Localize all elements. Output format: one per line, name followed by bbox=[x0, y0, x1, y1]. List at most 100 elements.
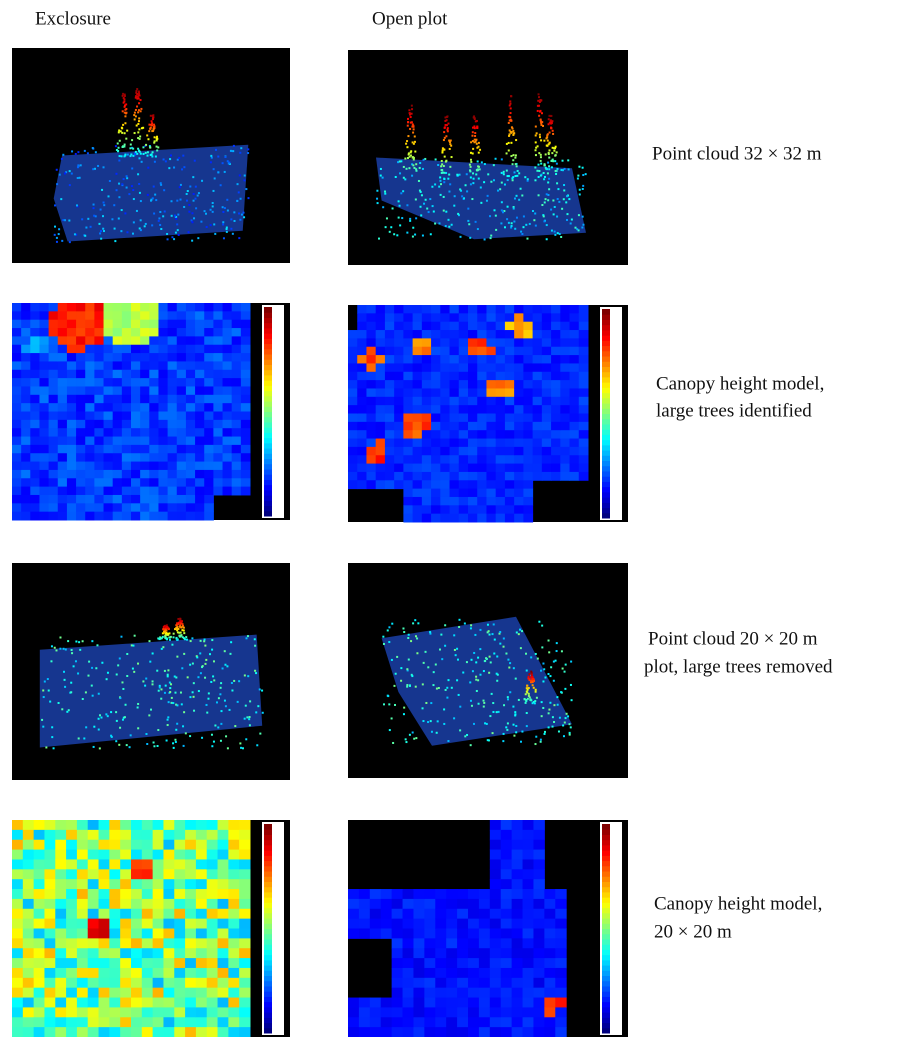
heatmap-cell bbox=[486, 388, 496, 397]
heatmap-cell bbox=[366, 422, 376, 431]
heatmap-cell bbox=[542, 405, 552, 414]
heatmap-cell bbox=[533, 372, 543, 381]
heatmap-cell bbox=[76, 453, 86, 462]
point bbox=[427, 666, 429, 668]
point bbox=[535, 743, 537, 745]
point bbox=[177, 618, 179, 620]
point bbox=[540, 100, 542, 102]
heatmap-cell bbox=[477, 405, 487, 414]
point bbox=[56, 241, 58, 243]
point bbox=[197, 195, 199, 197]
heatmap-cell bbox=[366, 347, 376, 356]
heatmap-cell bbox=[348, 447, 358, 456]
heatmap-cell bbox=[431, 330, 441, 339]
point bbox=[538, 105, 540, 107]
heatmap-cell bbox=[88, 988, 99, 998]
point bbox=[557, 232, 559, 234]
heatmap-cell bbox=[158, 487, 168, 496]
heatmap-cell bbox=[459, 430, 469, 439]
heatmap-cell bbox=[34, 830, 45, 840]
heatmap-cell bbox=[186, 345, 196, 354]
heatmap-cell bbox=[55, 850, 66, 860]
heatmap-cell bbox=[85, 403, 95, 412]
row-label: Canopy height model, bbox=[656, 373, 824, 394]
point bbox=[490, 181, 492, 183]
heatmap-cell bbox=[149, 403, 159, 412]
heatmap-cell bbox=[77, 1007, 88, 1017]
point bbox=[254, 670, 256, 672]
point bbox=[392, 742, 394, 744]
heatmap-cell bbox=[424, 968, 435, 978]
colorbar-step bbox=[602, 346, 610, 352]
point bbox=[413, 738, 415, 740]
point bbox=[150, 127, 152, 129]
point bbox=[162, 646, 164, 648]
heatmap-cell bbox=[477, 338, 487, 347]
heatmap-cell bbox=[514, 355, 524, 364]
colorbar-step bbox=[264, 897, 272, 903]
heatmap-cell bbox=[39, 512, 49, 521]
heatmap-cell bbox=[177, 503, 187, 512]
heatmap-cell bbox=[366, 380, 376, 389]
heatmap-cell bbox=[523, 820, 534, 830]
heatmap-cell bbox=[431, 455, 441, 464]
heatmap-cell bbox=[555, 948, 566, 958]
heatmap-cell bbox=[435, 909, 446, 919]
point bbox=[421, 194, 423, 196]
point bbox=[537, 110, 539, 112]
point bbox=[113, 204, 115, 206]
heatmap-cell bbox=[348, 363, 358, 372]
heatmap-cell bbox=[177, 470, 187, 479]
heatmap-cell bbox=[21, 345, 31, 354]
heatmap-cell bbox=[523, 919, 534, 929]
heatmap-cell bbox=[12, 869, 23, 879]
heatmap-cell bbox=[459, 497, 469, 506]
heatmap-cell bbox=[99, 909, 110, 919]
point bbox=[163, 158, 165, 160]
heatmap-cell bbox=[104, 378, 114, 387]
point bbox=[153, 745, 155, 747]
heatmap-cell bbox=[39, 303, 49, 312]
heatmap-cell bbox=[21, 311, 31, 320]
heatmap-cell bbox=[544, 968, 555, 978]
heatmap-cell bbox=[77, 909, 88, 919]
heatmap-cell bbox=[542, 472, 552, 481]
heatmap-cell bbox=[403, 505, 413, 514]
colorbar-step bbox=[602, 850, 610, 856]
heatmap-cell bbox=[213, 420, 223, 429]
heatmap-cell bbox=[357, 455, 367, 464]
point bbox=[408, 109, 410, 111]
point bbox=[541, 112, 543, 114]
heatmap-cell bbox=[468, 355, 478, 364]
heatmap-cell bbox=[359, 1027, 370, 1037]
image-panel bbox=[12, 820, 290, 1037]
heatmap-cell bbox=[450, 330, 460, 339]
heatmap-cell bbox=[486, 464, 496, 473]
heatmap-cell bbox=[241, 403, 251, 412]
point bbox=[433, 211, 435, 213]
point bbox=[140, 99, 142, 101]
heatmap-cell bbox=[120, 830, 131, 840]
heatmap-cell bbox=[490, 938, 501, 948]
point bbox=[501, 201, 503, 203]
heatmap-cell bbox=[228, 869, 239, 879]
colorbar-step bbox=[602, 309, 610, 315]
heatmap-cell bbox=[49, 320, 59, 329]
heatmap-cell bbox=[477, 514, 487, 523]
heatmap-cell bbox=[55, 978, 66, 988]
heatmap-cell bbox=[66, 1017, 77, 1027]
heatmap-cell bbox=[94, 345, 104, 354]
heatmap-cell bbox=[357, 363, 367, 372]
heatmap-cell bbox=[218, 1017, 229, 1027]
heatmap-cell bbox=[142, 988, 153, 998]
point bbox=[157, 729, 159, 731]
point bbox=[159, 211, 161, 213]
heatmap-cell bbox=[450, 380, 460, 389]
heatmap-cell bbox=[67, 303, 77, 312]
point bbox=[397, 161, 399, 163]
heatmap-cell bbox=[196, 919, 207, 929]
heatmap-cell bbox=[99, 1017, 110, 1027]
heatmap-cell bbox=[468, 313, 478, 322]
heatmap-cell bbox=[496, 439, 506, 448]
heatmap-cell bbox=[239, 958, 250, 968]
